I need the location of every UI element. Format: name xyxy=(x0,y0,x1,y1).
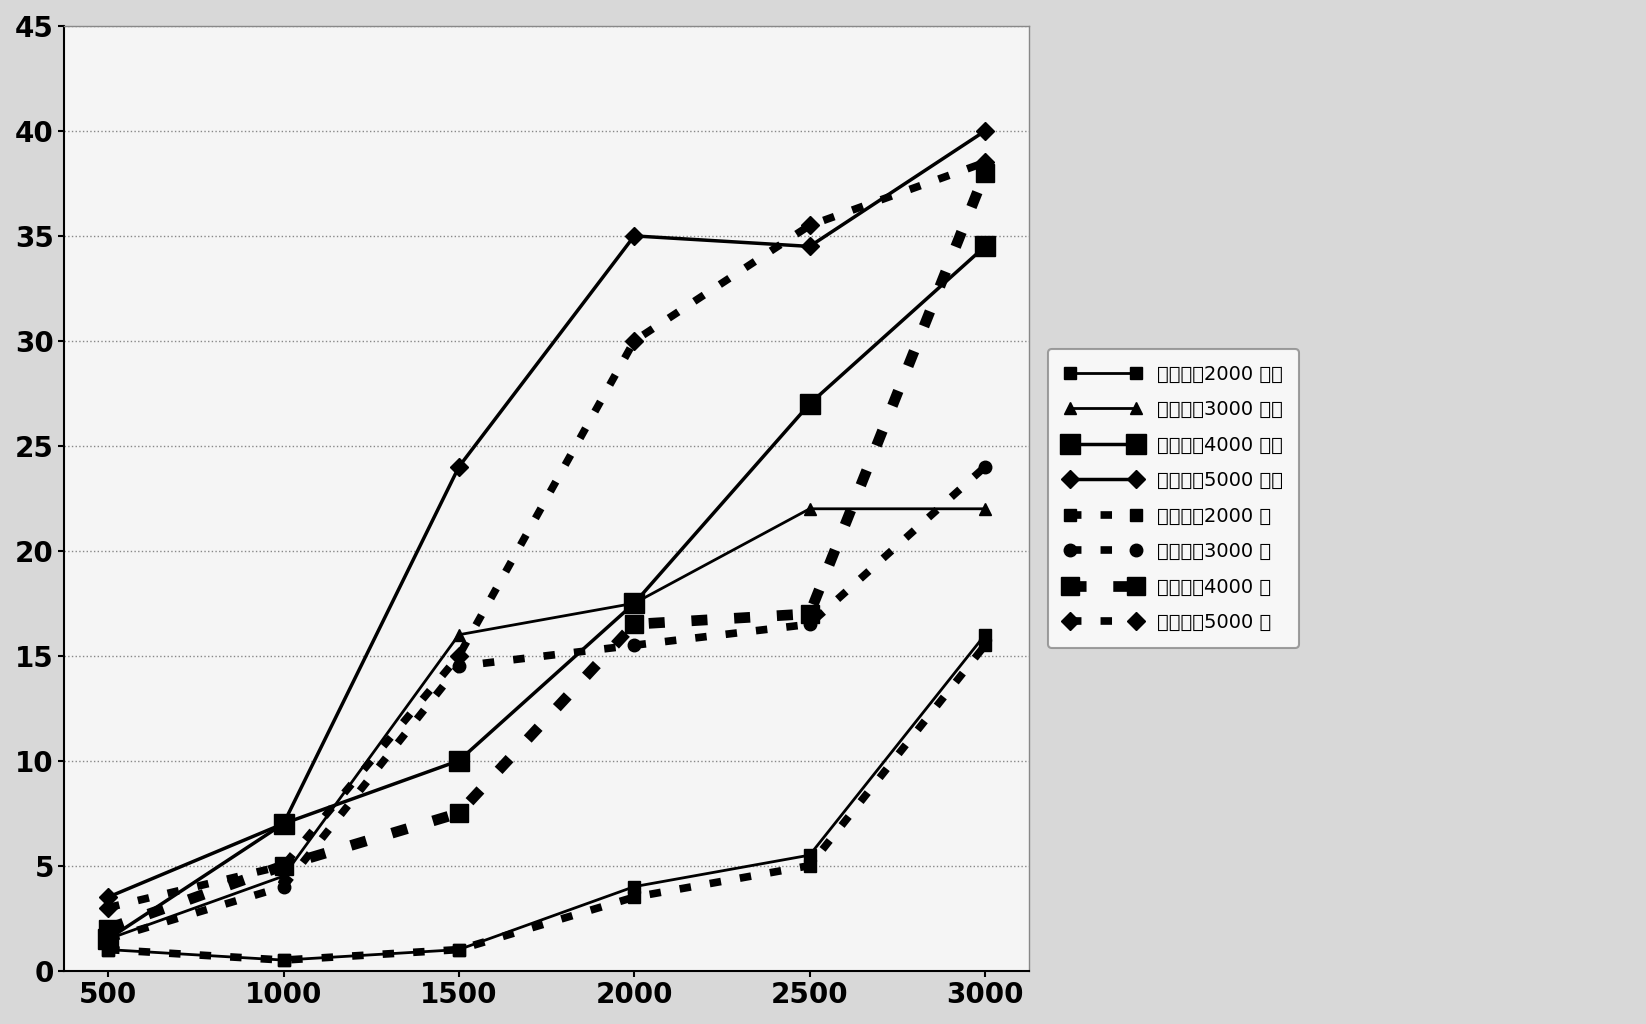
主路流量5000 不设 xyxy=(624,229,644,242)
主路流量5000 设 xyxy=(273,859,293,871)
主路流量2000 不设 xyxy=(449,943,469,955)
主路流量3000 不设 xyxy=(99,933,119,945)
主路流量2000 不设 xyxy=(800,849,820,861)
主路流量5000 设 xyxy=(624,335,644,347)
主路流量3000 设 xyxy=(974,461,994,473)
Line: 主路流量4000 设: 主路流量4000 设 xyxy=(99,164,994,938)
Line: 主路流量3000 不设: 主路流量3000 不设 xyxy=(102,503,991,945)
Legend: 主路流量2000 不设, 主路流量3000 不设, 主路流量4000 不设, 主路流量5000 不设, 主路流量2000 设, 主路流量3000 设, 主路流量: 主路流量2000 不设, 主路流量3000 不设, 主路流量4000 不设, 主… xyxy=(1049,349,1299,648)
主路流量3000 设 xyxy=(99,933,119,945)
主路流量5000 不设 xyxy=(974,125,994,137)
主路流量4000 设 xyxy=(624,618,644,631)
主路流量5000 不设 xyxy=(449,461,469,473)
主路流量5000 不设 xyxy=(273,817,293,829)
主路流量2000 不设 xyxy=(273,954,293,967)
Line: 主路流量2000 不设: 主路流量2000 不设 xyxy=(102,629,991,967)
主路流量3000 不设 xyxy=(974,503,994,515)
主路流量5000 设 xyxy=(800,219,820,231)
主路流量4000 不设 xyxy=(449,755,469,767)
主路流量4000 设 xyxy=(449,807,469,819)
Line: 主路流量2000 设: 主路流量2000 设 xyxy=(102,639,991,967)
主路流量4000 设 xyxy=(99,923,119,935)
Line: 主路流量3000 设: 主路流量3000 设 xyxy=(102,461,991,945)
主路流量2000 设 xyxy=(449,943,469,955)
Line: 主路流量5000 不设: 主路流量5000 不设 xyxy=(102,125,991,903)
Line: 主路流量5000 设: 主路流量5000 设 xyxy=(102,157,991,913)
主路流量2000 设 xyxy=(624,891,644,903)
主路流量3000 设 xyxy=(273,881,293,893)
主路流量4000 设 xyxy=(974,167,994,179)
主路流量4000 不设 xyxy=(800,397,820,410)
主路流量2000 不设 xyxy=(974,629,994,641)
主路流量3000 不设 xyxy=(449,629,469,641)
主路流量3000 设 xyxy=(624,639,644,651)
主路流量5000 不设 xyxy=(99,891,119,903)
主路流量3000 不设 xyxy=(273,870,293,883)
主路流量5000 不设 xyxy=(800,241,820,253)
主路流量4000 设 xyxy=(273,859,293,871)
Line: 主路流量4000 不设: 主路流量4000 不设 xyxy=(97,236,996,949)
主路流量4000 不设 xyxy=(624,597,644,609)
主路流量2000 设 xyxy=(99,943,119,955)
主路流量3000 设 xyxy=(800,618,820,631)
主路流量4000 不设 xyxy=(99,933,119,945)
主路流量3000 不设 xyxy=(800,503,820,515)
主路流量4000 不设 xyxy=(273,817,293,829)
主路流量5000 设 xyxy=(449,649,469,662)
主路流量2000 设 xyxy=(273,954,293,967)
主路流量2000 设 xyxy=(974,639,994,651)
主路流量4000 设 xyxy=(800,607,820,620)
主路流量5000 设 xyxy=(974,157,994,169)
主路流量2000 不设 xyxy=(99,943,119,955)
主路流量2000 不设 xyxy=(624,881,644,893)
主路流量3000 不设 xyxy=(624,597,644,609)
主路流量4000 不设 xyxy=(974,241,994,253)
主路流量3000 设 xyxy=(449,660,469,673)
主路流量2000 设 xyxy=(800,859,820,871)
主路流量5000 设 xyxy=(99,901,119,913)
